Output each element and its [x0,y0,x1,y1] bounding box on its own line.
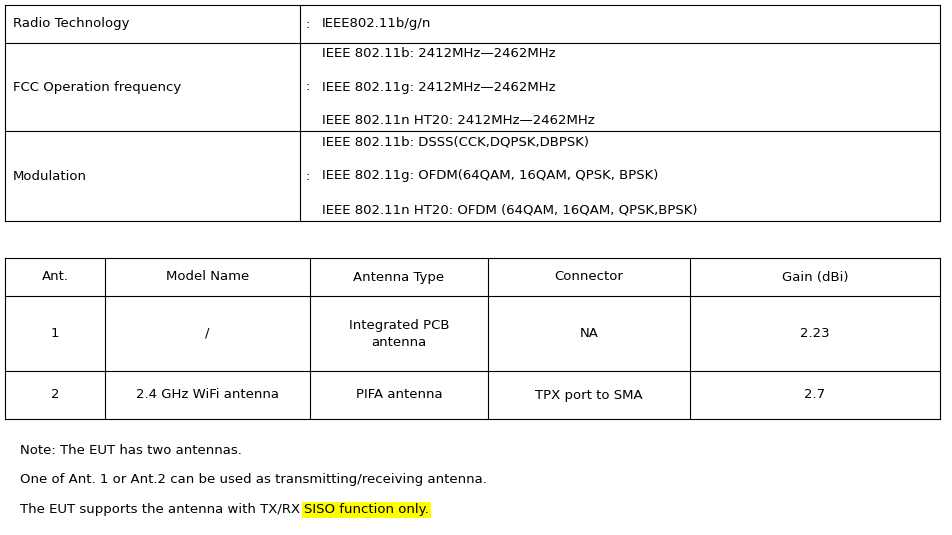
Text: IEEE 802.11b: DSSS(CCK,DQPSK,DBPSK): IEEE 802.11b: DSSS(CCK,DQPSK,DBPSK) [322,135,589,148]
Text: 2.4 GHz WiFi antenna: 2.4 GHz WiFi antenna [136,388,279,401]
Text: IEEE 802.11n HT20: 2412MHz—2462MHz: IEEE 802.11n HT20: 2412MHz—2462MHz [322,114,595,127]
Text: 2: 2 [50,388,59,401]
Text: 2.23: 2.23 [801,327,830,340]
Text: Integrated PCB
antenna: Integrated PCB antenna [348,318,449,348]
Text: Radio Technology: Radio Technology [13,18,129,30]
Text: Antenna Type: Antenna Type [353,271,445,284]
Text: SISO function only.: SISO function only. [305,503,429,516]
Text: FCC Operation frequency: FCC Operation frequency [13,80,181,94]
Text: PIFA antenna: PIFA antenna [356,388,443,401]
Text: Connector: Connector [555,271,624,284]
Text: 2.7: 2.7 [804,388,825,401]
Text: NA: NA [580,327,599,340]
Text: Gain (dBi): Gain (dBi) [782,271,848,284]
Text: :: : [306,18,310,30]
Text: 1: 1 [50,327,59,340]
Text: One of Ant. 1 or Ant.2 can be used as transmitting/receiving antenna.: One of Ant. 1 or Ant.2 can be used as tr… [20,473,486,486]
Text: The EUT supports the antenna with TX/RX: The EUT supports the antenna with TX/RX [20,503,305,516]
Text: Note: The EUT has two antennas.: Note: The EUT has two antennas. [20,444,242,456]
Text: IEEE802.11b/g/n: IEEE802.11b/g/n [322,18,431,30]
Text: Model Name: Model Name [166,271,249,284]
Text: IEEE 802.11g: 2412MHz—2462MHz: IEEE 802.11g: 2412MHz—2462MHz [322,80,556,94]
Text: IEEE 802.11g: OFDM(64QAM, 16QAM, QPSK, BPSK): IEEE 802.11g: OFDM(64QAM, 16QAM, QPSK, B… [322,170,659,182]
Text: Ant.: Ant. [42,271,69,284]
Text: Modulation: Modulation [13,170,87,182]
Text: /: / [206,327,209,340]
Text: TPX port to SMA: TPX port to SMA [535,388,643,401]
Text: IEEE 802.11b: 2412MHz—2462MHz: IEEE 802.11b: 2412MHz—2462MHz [322,47,556,60]
Text: :: : [306,80,310,94]
Text: :: : [306,170,310,182]
Text: IEEE 802.11n HT20: OFDM (64QAM, 16QAM, QPSK,BPSK): IEEE 802.11n HT20: OFDM (64QAM, 16QAM, Q… [322,204,698,217]
